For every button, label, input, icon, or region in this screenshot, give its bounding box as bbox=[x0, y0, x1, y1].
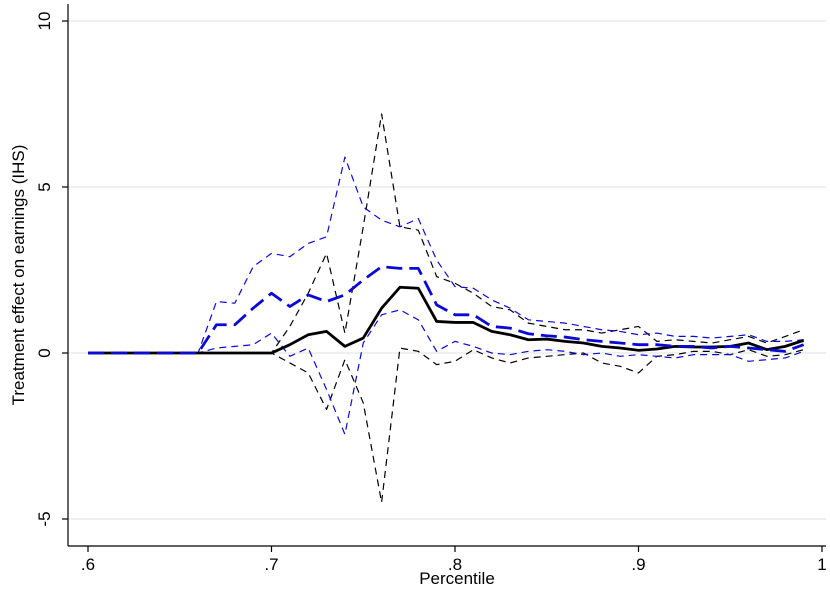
series-group bbox=[88, 113, 805, 503]
x-tick-label-0: .6 bbox=[81, 555, 95, 574]
y-tick-label-3: 10 bbox=[35, 12, 54, 31]
series-line-2 bbox=[88, 347, 804, 503]
series-line-1 bbox=[88, 113, 804, 354]
series-line-3 bbox=[88, 265, 805, 355]
series-line-5 bbox=[88, 309, 804, 435]
y-tick-label-1: 0 bbox=[35, 348, 54, 357]
x-tick-label-3: .9 bbox=[631, 555, 645, 574]
series-line-4 bbox=[88, 156, 804, 354]
x-tick-label-1: .7 bbox=[264, 555, 278, 574]
x-tick-label-4: 1 bbox=[817, 555, 826, 574]
x-tick-label-2: .8 bbox=[448, 555, 462, 574]
axes: -5 0 5 10 .6 .7 .8 .9 1 bbox=[35, 4, 827, 574]
y-tick-label-0: -5 bbox=[35, 511, 54, 526]
x-axis-label: Percentile bbox=[419, 569, 495, 588]
y-tick-label-2: 5 bbox=[35, 182, 54, 191]
y-axis-label: Treatment effect on earnings (IHS) bbox=[9, 145, 28, 406]
